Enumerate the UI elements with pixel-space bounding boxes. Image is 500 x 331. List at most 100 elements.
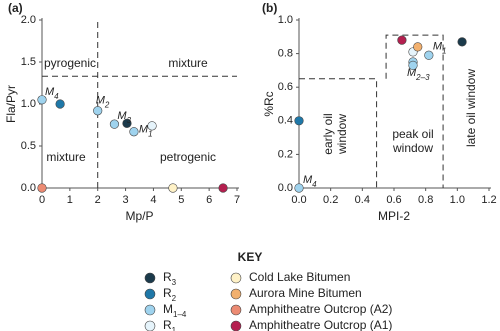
label-text: Amphitheatre Outcrop (A2) [249,302,392,316]
x-tick-label: 7 [234,194,240,206]
legend-marker [144,304,156,316]
label-text: R [163,318,172,331]
label-text: M [96,95,106,107]
x-tick-label: 0.6 [386,194,401,206]
legend-label: R2 [163,286,177,302]
x-tick-label: 1 [67,194,73,206]
boundary-line [385,34,444,188]
region-label: petrogenic [160,150,216,164]
point [37,183,47,193]
point [129,127,139,137]
label-subscript: 1 [172,326,177,331]
boundary-line [299,78,378,188]
point-label: M1 [139,124,153,139]
y-tick-label: 0.0 [21,182,36,194]
label-text: R [163,270,172,284]
label-text: M [433,40,443,52]
y-tick-label: 1.0 [278,14,293,26]
legend-label: R3 [163,270,177,286]
x-tick-label: 4 [150,194,156,206]
point [397,35,407,45]
label-subscript: 1 [442,46,446,55]
x-tick-label: 3 [123,194,129,206]
legend-marker [230,288,242,300]
point [147,121,157,131]
point-label: M2–3 [407,67,430,82]
region-label: pyrogenic [44,56,96,70]
x-axis-title: MPI-2 [378,209,410,223]
x-tick-label: 0 [39,194,45,206]
point [294,116,304,126]
legend-marker [230,320,242,331]
label-text: M [45,86,55,98]
legend-label: R1 [163,318,177,331]
point [457,37,467,47]
label-text: Amphitheatre Outcrop (A1) [249,318,392,331]
y-axis-title: Fla/Pyr [4,85,18,123]
point [424,50,434,60]
label-text: M [117,110,127,122]
y-tick-label: 0.6 [278,81,293,93]
label-text: M [139,124,149,136]
y-tick-label: 0.4 [278,115,293,127]
point [218,183,228,193]
point [168,183,178,193]
y-axis-title: %Rc [262,91,276,116]
y-tick-label: 0.5 [21,140,36,152]
legend-marker [144,320,156,331]
label-text: Aurora Mine Bitumen [249,286,362,300]
y-tick-label: 2.0 [21,14,36,26]
point-label: M4 [303,174,317,189]
point [37,95,47,105]
region-label: late oil window [464,69,478,147]
label-text: M [407,67,417,79]
y-tick-label: 0.0 [278,182,293,194]
legend-label: Amphitheatre Outcrop (A1) [249,318,392,331]
x-tick-label: 0.2 [323,194,338,206]
x-axis-title: Mp/P [125,209,153,223]
point [109,119,120,129]
legend-title: KEY [238,250,263,264]
label-text: Cold Lake Bitumen [249,270,350,284]
legend-label: M1–4 [163,302,187,318]
legend-marker [230,272,242,284]
point [408,60,418,70]
point [55,99,65,109]
x-tick-label: 1.0 [450,194,465,206]
label-text: M [303,174,313,186]
point-label: M1 [433,40,447,55]
region-label: early oil [321,113,335,154]
label-subscript: 3 [127,116,132,125]
label-subscript: 2–3 [415,73,430,82]
label-subscript: 2 [104,100,110,109]
x-tick-label: 2 [95,194,101,206]
region-label: mixture [46,150,86,164]
point-label: M4 [45,86,59,101]
region-label: mixture [168,56,208,70]
region-label: peak oil [392,127,433,141]
panel-label: (a) [8,1,23,15]
label-subscript: 1 [148,129,152,138]
y-tick-label: 0.8 [278,48,293,60]
point [93,106,103,116]
x-tick-label: 0.4 [355,194,370,206]
x-tick-label: 0.8 [418,194,433,206]
point-label: M2 [96,95,110,110]
y-tick-label: 0.2 [278,148,293,160]
legend-marker [144,272,156,284]
legend-label: Aurora Mine Bitumen [249,286,362,300]
y-tick-label: 1.0 [21,98,36,110]
label-text: R [163,286,172,300]
point [413,42,423,52]
region-label: window [335,114,349,155]
label-subscript: 1–4 [173,310,187,319]
label-subscript: 4 [312,180,317,189]
x-tick-label: 1.2 [481,194,496,206]
legend-label: Amphitheatre Outcrop (A2) [249,302,392,316]
region-label: window [392,141,433,155]
point [122,118,132,128]
x-tick-label: 5 [178,194,184,206]
label-subscript: 4 [54,91,59,100]
x-tick-label: 0.0 [291,194,306,206]
